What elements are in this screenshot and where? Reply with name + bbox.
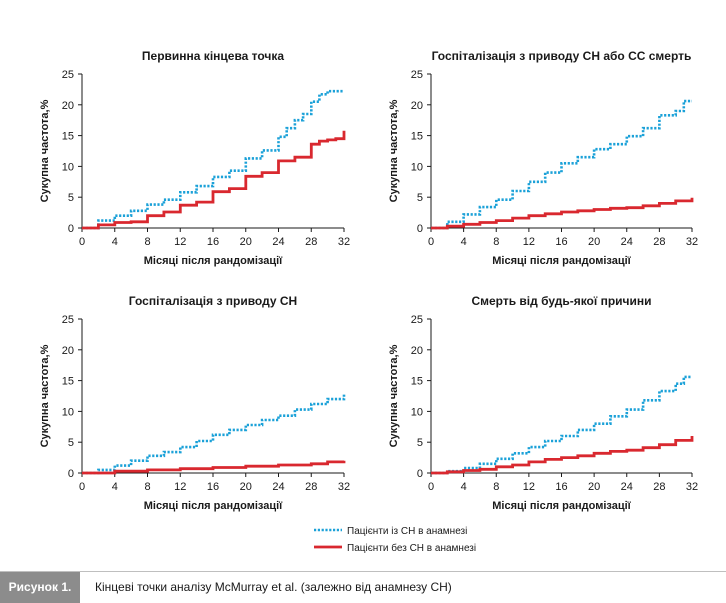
chart-title: Госпіталізація з приводу СН або СС смерт…: [432, 49, 692, 63]
x-tick-label: 24: [621, 236, 633, 248]
x-tick-label: 4: [461, 236, 467, 248]
caption-text: Кінцеві точки аналізу McMurray et al. (з…: [95, 580, 452, 594]
x-tick-label: 32: [686, 481, 698, 493]
y-tick-label: 0: [417, 223, 423, 235]
x-tick-label: 12: [174, 481, 186, 493]
x-tick-label: 28: [653, 481, 665, 493]
x-tick-label: 8: [493, 481, 499, 493]
series-line-without-hf: [431, 197, 694, 230]
x-tick-label: 8: [144, 236, 150, 248]
y-axis-label: Сукупна частота,%: [388, 344, 400, 447]
x-tick-label: 4: [112, 481, 118, 493]
legend-label-without-hf: Пацієнти без СН в анамнезі: [347, 542, 476, 554]
y-tick-label: 20: [411, 345, 423, 357]
y-axis-label: Сукупна частота,%: [39, 99, 51, 202]
chart-panel-1: Первинна кінцева точка 0 5 10 15 20 25 0 4 8 12 16 2…: [39, 49, 350, 267]
legend: Пацієнти із СН в анамнезі Пацієнти без СН…: [314, 526, 476, 554]
x-tick-label: 4: [112, 236, 118, 248]
x-axis-label: Місяці після рандомізації: [492, 500, 631, 512]
y-tick-label: 25: [411, 314, 423, 326]
y-tick-label: 5: [417, 192, 423, 204]
chart-panel-2: Госпіталізація з приводу СН або СС смерт…: [388, 49, 698, 267]
x-tick-label: 16: [207, 481, 219, 493]
x-tick-label: 32: [338, 236, 350, 248]
x-tick-label: 12: [523, 236, 535, 248]
chart-title: Смерть від будь-якої причини: [471, 294, 651, 308]
y-tick-label: 15: [411, 376, 423, 388]
x-tick-label: 4: [461, 481, 467, 493]
caption-label: Рисунок 1.: [0, 572, 80, 603]
y-tick-label: 15: [62, 376, 74, 388]
x-tick-label: 28: [305, 481, 317, 493]
y-tick-label: 25: [411, 69, 423, 81]
y-tick-label: 15: [411, 131, 423, 143]
x-tick-label: 0: [428, 481, 434, 493]
y-tick-label: 10: [411, 161, 423, 173]
x-tick-label: 32: [338, 481, 350, 493]
y-tick-label: 10: [62, 161, 74, 173]
series-line-without-hf: [82, 460, 346, 475]
x-tick-label: 12: [523, 481, 535, 493]
charts-canvas: Первинна кінцева точка 0 5 10 15 20 25 0 4 8 12 16 2…: [39, 49, 698, 554]
x-tick-label: 16: [207, 236, 219, 248]
y-tick-label: 20: [411, 100, 423, 112]
x-tick-label: 20: [240, 481, 252, 493]
y-axis-label: Сукупна частота,%: [388, 99, 400, 202]
x-tick-label: 28: [305, 236, 317, 248]
x-tick-label: 0: [79, 236, 85, 248]
x-tick-label: 16: [555, 481, 567, 493]
chart-panel-3: Госпіталізація з приводу СН 0 5 10 15 20 25 0 4 8…: [39, 294, 350, 512]
x-tick-label: 8: [144, 481, 150, 493]
y-tick-label: 5: [68, 192, 74, 204]
x-axis-label: Місяці після рандомізації: [144, 255, 283, 267]
x-tick-label: 28: [653, 236, 665, 248]
y-tick-label: 0: [417, 468, 423, 480]
y-tick-label: 5: [417, 437, 423, 449]
y-tick-label: 5: [68, 437, 74, 449]
y-tick-label: 10: [411, 406, 423, 418]
chart-panel-4: Смерть від будь-якої причини 0 5 10 15 20 25 0 4…: [388, 294, 698, 512]
y-tick-label: 20: [62, 100, 74, 112]
x-tick-label: 24: [272, 481, 284, 493]
x-tick-label: 20: [240, 236, 252, 248]
x-tick-label: 20: [588, 236, 600, 248]
x-tick-label: 24: [621, 481, 633, 493]
x-tick-label: 16: [555, 236, 567, 248]
y-tick-label: 20: [62, 345, 74, 357]
x-tick-label: 20: [588, 481, 600, 493]
x-tick-label: 12: [174, 236, 186, 248]
series-line-with-hf: [431, 99, 692, 230]
x-tick-label: 0: [79, 481, 85, 493]
chart-title: Первинна кінцева точка: [142, 49, 284, 63]
x-tick-label: 0: [428, 236, 434, 248]
y-tick-label: 0: [68, 468, 74, 480]
y-tick-label: 15: [62, 131, 74, 143]
x-tick-label: 32: [686, 236, 698, 248]
legend-label-with-hf: Пацієнти із СН в анамнезі: [347, 526, 467, 537]
series-line-without-hf: [82, 130, 346, 230]
x-tick-label: 24: [272, 236, 284, 248]
series-line-with-hf: [82, 89, 344, 230]
x-tick-label: 8: [493, 236, 499, 248]
y-tick-label: 10: [62, 406, 74, 418]
series-line-with-hf: [82, 394, 346, 475]
y-tick-label: 25: [62, 314, 74, 326]
y-tick-label: 0: [68, 223, 74, 235]
series-line-without-hf: [431, 436, 694, 475]
y-tick-label: 25: [62, 69, 74, 81]
series-line-with-hf: [431, 375, 692, 475]
y-axis-label: Сукупна частота,%: [39, 344, 51, 447]
chart-title: Госпіталізація з приводу СН: [129, 294, 297, 308]
x-axis-label: Місяці після рандомізації: [144, 500, 283, 512]
figure-caption: Рисунок 1. Кінцеві точки аналізу McMurra…: [0, 571, 726, 603]
x-axis-label: Місяці після рандомізації: [492, 255, 631, 267]
